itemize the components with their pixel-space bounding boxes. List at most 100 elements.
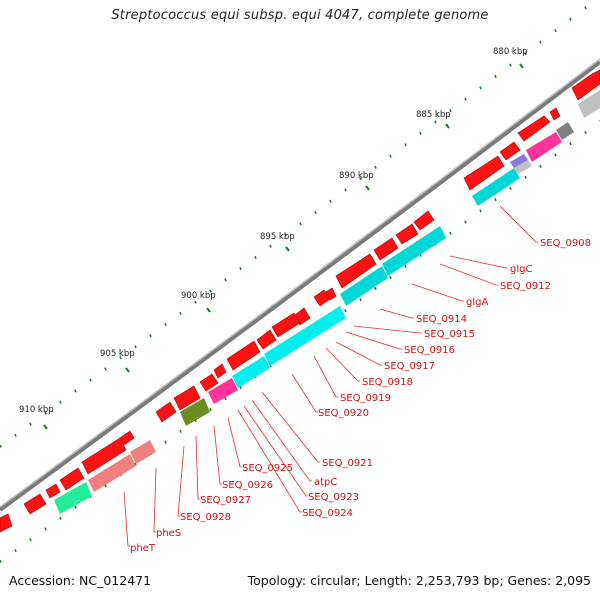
gene-label[interactable]: SEQ_0919 bbox=[340, 393, 391, 404]
tick-mark bbox=[285, 246, 290, 252]
feature-bar-salmon[interactable] bbox=[130, 440, 156, 464]
label-line bbox=[123, 491, 130, 547]
feature-bar-cyan[interactable] bbox=[340, 266, 388, 306]
label-line bbox=[195, 435, 200, 500]
gene-arrow[interactable] bbox=[199, 373, 219, 392]
guide-dot bbox=[539, 40, 542, 44]
gene-label[interactable]: SEQ_0918 bbox=[362, 377, 413, 388]
guide-dot bbox=[524, 52, 527, 56]
guide-dot bbox=[404, 264, 407, 268]
gene-arrow[interactable] bbox=[81, 437, 127, 475]
gene-features bbox=[0, 69, 600, 533]
gene-arrow[interactable] bbox=[395, 223, 419, 245]
tick-label: 890 kbp bbox=[339, 171, 374, 181]
guide-dot bbox=[554, 29, 557, 33]
gene-label[interactable]: glgC bbox=[510, 264, 532, 275]
feature-bar-dark[interactable] bbox=[556, 122, 574, 140]
gene-arrow[interactable] bbox=[325, 287, 337, 301]
tick-mark bbox=[365, 185, 370, 191]
gene-arrow[interactable] bbox=[571, 69, 600, 101]
gene-label[interactable]: SEQ_0924 bbox=[302, 508, 353, 519]
gene-label[interactable]: SEQ_0926 bbox=[222, 480, 273, 491]
gene-label[interactable]: pheT bbox=[130, 543, 156, 554]
guide-dot bbox=[0, 444, 2, 448]
gene-arrow[interactable] bbox=[155, 401, 177, 423]
tick-mark bbox=[125, 367, 130, 373]
feature-bar-purple[interactable] bbox=[510, 154, 528, 168]
feature-bar-cyan[interactable] bbox=[232, 356, 270, 388]
label-line bbox=[313, 355, 338, 398]
guide-dot bbox=[569, 17, 572, 21]
gene-label[interactable]: SEQ_0917 bbox=[384, 361, 435, 372]
gene-label[interactable]: SEQ_0914 bbox=[416, 314, 467, 325]
tick-mark bbox=[43, 424, 48, 430]
guide-dot bbox=[164, 440, 167, 444]
feature-bar-olive[interactable] bbox=[180, 398, 210, 426]
gene-arrow[interactable] bbox=[213, 363, 227, 379]
guide-dot bbox=[344, 309, 347, 313]
gene-arrow[interactable] bbox=[45, 483, 61, 499]
feature-bar-pink[interactable] bbox=[208, 378, 238, 404]
gene-arrow[interactable] bbox=[271, 312, 301, 338]
gene-arrow[interactable] bbox=[413, 210, 435, 231]
gene-label[interactable]: SEQ_0927 bbox=[200, 495, 251, 506]
gene-label[interactable]: SEQ_0921 bbox=[322, 458, 373, 469]
guide-dot bbox=[554, 153, 557, 157]
gene-label-group bbox=[123, 205, 538, 547]
feature-bar-grey[interactable] bbox=[578, 90, 600, 118]
gene-label[interactable]: SEQ_0916 bbox=[404, 345, 455, 356]
guide-dot bbox=[299, 222, 302, 226]
gene-label[interactable]: SEQ_0923 bbox=[308, 492, 359, 503]
gene-label[interactable]: SEQ_0912 bbox=[500, 281, 551, 292]
guide-dot bbox=[434, 120, 437, 124]
guide-dot bbox=[74, 389, 77, 393]
guide-dots bbox=[0, 6, 600, 563]
feature-bar-grey-small[interactable] bbox=[514, 160, 532, 174]
feature-bar-cyan[interactable] bbox=[382, 226, 446, 276]
guide-dot bbox=[134, 345, 137, 349]
guide-dot bbox=[539, 164, 542, 168]
gene-label[interactable]: SEQ_0925 bbox=[242, 463, 293, 474]
gene-arrow[interactable] bbox=[59, 467, 85, 491]
gene-arrow[interactable] bbox=[23, 493, 47, 515]
gene-arrow[interactable] bbox=[256, 329, 277, 350]
guide-dot bbox=[209, 407, 212, 412]
guide-dot bbox=[59, 400, 62, 404]
genome-backbone bbox=[0, 60, 600, 512]
feature-bar-green[interactable] bbox=[54, 482, 92, 514]
gene-arrow[interactable] bbox=[119, 430, 135, 446]
gene-label[interactable]: atpC bbox=[314, 477, 337, 488]
label-line bbox=[213, 425, 222, 485]
gene-arrow[interactable] bbox=[226, 340, 261, 371]
guide-dot bbox=[224, 278, 227, 282]
gene-arrow[interactable] bbox=[373, 237, 399, 261]
label-line bbox=[379, 308, 414, 319]
gene-label[interactable]: pheS bbox=[156, 528, 181, 539]
feature-bar-cyan[interactable] bbox=[472, 168, 520, 206]
gene-label[interactable]: SEQ_0920 bbox=[318, 408, 369, 419]
guide-dot bbox=[449, 231, 452, 235]
feature-bar-cyan[interactable] bbox=[264, 306, 346, 366]
gene-label[interactable]: SEQ_0928 bbox=[180, 512, 231, 523]
guide-dot bbox=[179, 311, 182, 315]
label-line bbox=[251, 399, 312, 482]
gene-label[interactable]: SEQ_0908 bbox=[540, 238, 591, 249]
gene-label[interactable]: SEQ_0915 bbox=[424, 329, 475, 340]
gene-arrow[interactable] bbox=[549, 107, 561, 121]
guide-dot bbox=[389, 275, 392, 280]
gene-arrow[interactable] bbox=[0, 513, 13, 533]
label-line bbox=[353, 325, 422, 334]
label-line bbox=[345, 331, 402, 350]
gene-arrow[interactable] bbox=[499, 141, 521, 161]
gene-label[interactable]: glgA bbox=[466, 297, 488, 308]
guide-dot bbox=[59, 516, 62, 520]
gene-arrow[interactable] bbox=[517, 115, 551, 142]
guide-dot bbox=[104, 367, 107, 371]
gene-arrow[interactable] bbox=[173, 385, 201, 411]
feature-bar-pink[interactable] bbox=[526, 132, 562, 162]
guide-dot bbox=[494, 74, 497, 78]
guide-dot bbox=[0, 559, 2, 563]
gene-arrow[interactable] bbox=[463, 155, 505, 191]
feature-bar-salmon[interactable] bbox=[88, 454, 136, 492]
gene-arrow[interactable] bbox=[335, 253, 377, 289]
